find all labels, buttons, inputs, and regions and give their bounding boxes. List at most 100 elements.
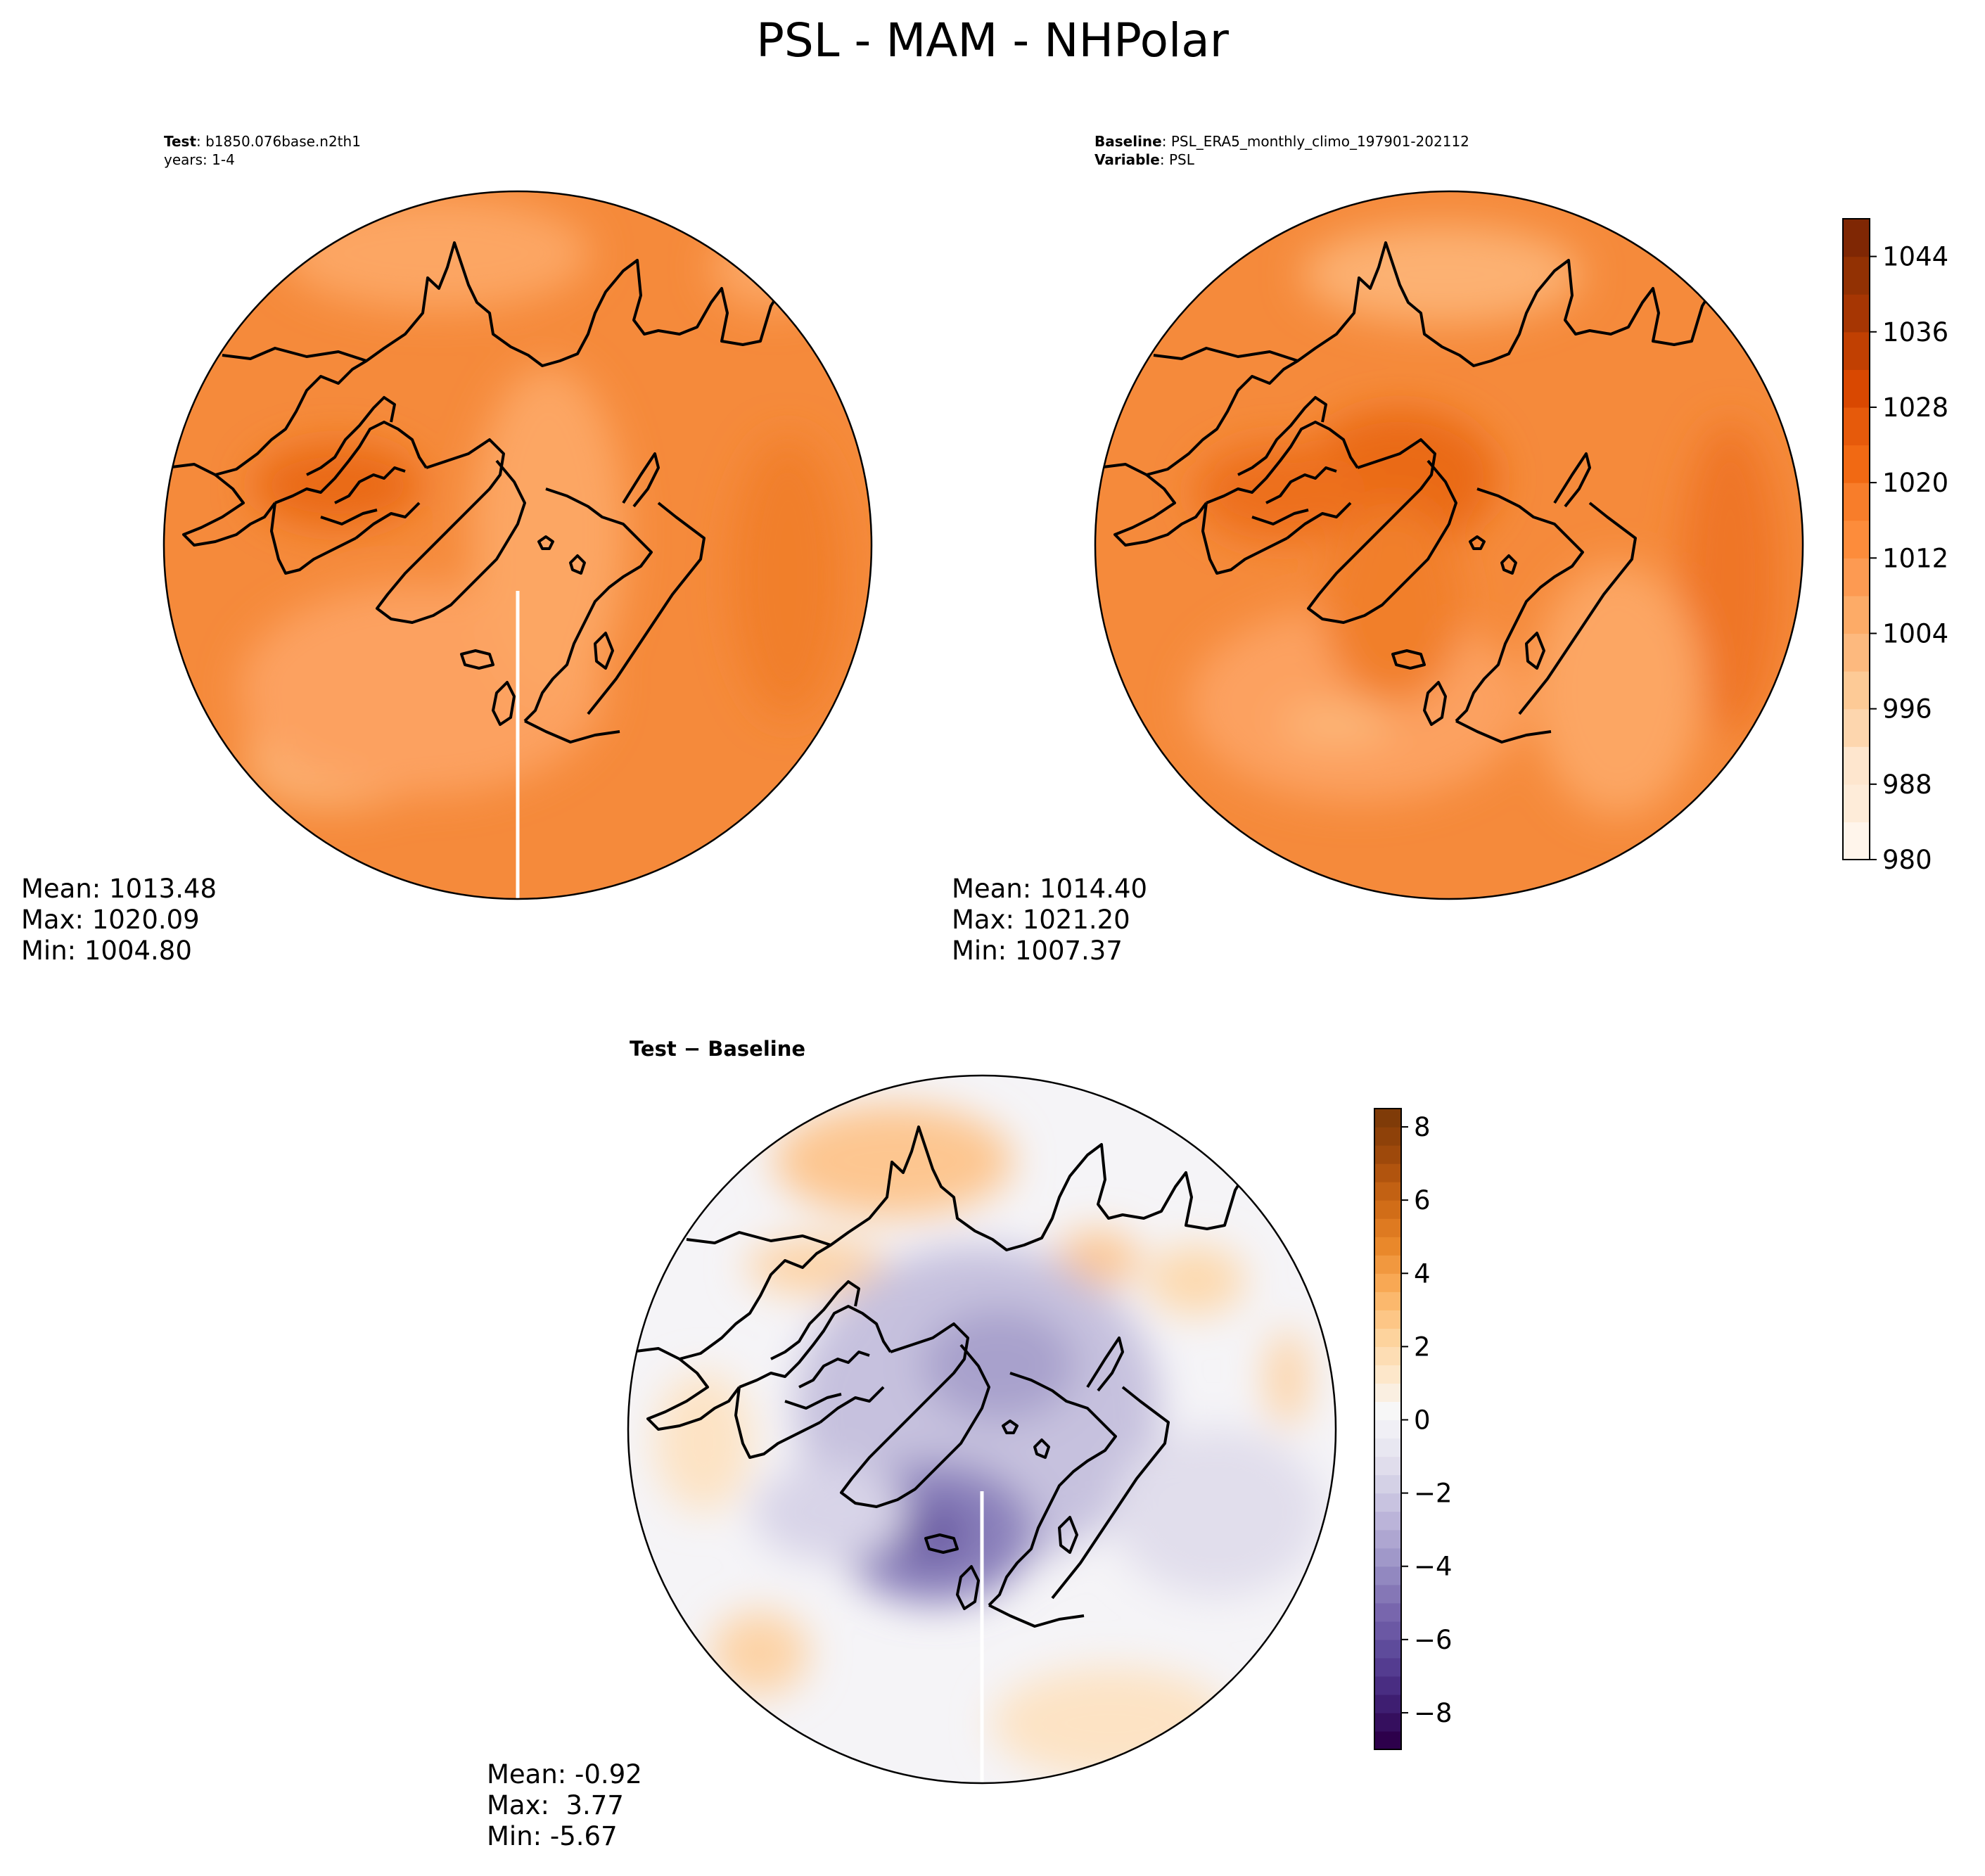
diff-colorbar-swatch [1374, 1127, 1401, 1146]
figure-title: PSL - MAM - NHPolar [756, 13, 1229, 68]
baseline-min: Min: 1007.37 [952, 936, 1123, 966]
baseline-colorbar-swatch [1843, 369, 1870, 408]
baseline-colorbar-swatch [1843, 483, 1870, 521]
baseline-panel-header: Baseline: PSL_ERA5_monthly_climo_197901-… [1094, 132, 1469, 169]
variable-name: : PSL [1159, 151, 1194, 168]
baseline-colorbar-swatch [1843, 671, 1870, 710]
baseline-colorbar-tick-label: 1044 [1882, 242, 1948, 272]
diff-colorbar-swatch [1374, 1566, 1401, 1585]
baseline-colorbar-tick-label: 1020 [1882, 468, 1948, 498]
diff-mean: Mean: -0.92 [487, 1759, 642, 1789]
baseline-case-name: : PSL_ERA5_monthly_climo_197901-202112 [1161, 133, 1469, 150]
diff-colorbar-swatch [1374, 1365, 1401, 1384]
diff-colorbar-swatch [1374, 1493, 1401, 1512]
test-mean: Mean: 1013.48 [21, 874, 217, 904]
diff-colorbar-swatch [1374, 1109, 1401, 1128]
baseline-map [1094, 190, 1804, 900]
baseline-colorbar-swatch [1843, 520, 1870, 559]
diff-colorbar-swatch [1374, 1145, 1401, 1164]
baseline-colorbar-tick-label: 996 [1882, 694, 1932, 725]
baseline-colorbar-swatch [1843, 746, 1870, 785]
diff-colorbar-swatch [1374, 1730, 1401, 1750]
baseline-colorbar-tick-label: 988 [1882, 770, 1932, 800]
diff-colorbar-swatch [1374, 1200, 1401, 1219]
baseline-colorbar-tick-label: 1036 [1882, 317, 1948, 347]
diff-colorbar-tick-label: 8 [1414, 1112, 1431, 1142]
baseline-colorbar-tick-label: 980 [1882, 845, 1932, 875]
diff-colorbar-swatch [1374, 1218, 1401, 1237]
baseline-colorbar-swatch [1843, 558, 1870, 596]
diff-min: Min: -5.67 [487, 1821, 618, 1851]
diff-map [627, 1074, 1337, 1785]
diff-colorbar-swatch [1374, 1657, 1401, 1677]
baseline-colorbar-swatch [1843, 256, 1870, 295]
diff-max: Max: 3.77 [487, 1790, 624, 1820]
diff-colorbar-swatch [1374, 1712, 1401, 1732]
diff-colorbar-tick-label: 2 [1414, 1332, 1431, 1362]
baseline-label: Baseline [1094, 133, 1162, 150]
baseline-colorbar-swatch [1843, 708, 1870, 747]
diff-colorbar-swatch [1374, 1548, 1401, 1567]
baseline-colorbar-swatch [1843, 595, 1870, 634]
diff-colorbar-swatch [1374, 1401, 1401, 1421]
baseline-colorbar-tick-label: 1028 [1882, 393, 1948, 423]
diff-colorbar-tick-label: −8 [1414, 1698, 1453, 1728]
baseline-colorbar-tick-label: 1012 [1882, 543, 1948, 573]
diff-colorbar-swatch [1374, 1419, 1401, 1439]
diff-colorbar-swatch [1374, 1474, 1401, 1494]
diff-colorbar-tick-label: −6 [1414, 1625, 1453, 1655]
diff-colorbar-swatch [1374, 1639, 1401, 1659]
diff-colorbar-swatch [1374, 1273, 1401, 1292]
diff-colorbar-swatch [1374, 1255, 1401, 1274]
baseline-colorbar-swatch [1843, 407, 1870, 446]
test-stats: Mean: 1013.48 Max: 1020.09 Min: 1004.80 [21, 874, 217, 966]
diff-colorbar-swatch [1374, 1694, 1401, 1714]
diff-colorbar-tick-label: 0 [1414, 1405, 1431, 1435]
diff-colorbar: 8 6 4 2 0 −2 −4 −6 −8 [1374, 1108, 1453, 1750]
diff-stats: Mean: -0.92 Max: 3.77 Min: -5.67 [487, 1759, 642, 1852]
diff-colorbar-swatch [1374, 1383, 1401, 1403]
diff-colorbar-swatch [1374, 1602, 1401, 1622]
baseline-colorbar-tick-label: 1004 [1882, 618, 1948, 649]
test-max: Max: 1020.09 [21, 905, 200, 935]
diff-colorbar-swatch [1374, 1182, 1401, 1201]
baseline-max: Max: 1021.20 [952, 905, 1130, 935]
baseline-colorbar-swatch [1843, 445, 1870, 483]
test-panel-header: Test: b1850.076base.n2th1 years: 1-4 [164, 132, 361, 169]
diff-colorbar-swatch [1374, 1676, 1401, 1695]
diff-colorbar-tick-label: 4 [1414, 1258, 1431, 1289]
diff-colorbar-swatch [1374, 1310, 1401, 1329]
baseline-colorbar-swatch [1843, 633, 1870, 672]
diff-colorbar-swatch [1374, 1328, 1401, 1347]
baseline-colorbar-swatch [1843, 219, 1870, 257]
diff-colorbar-tick-label: −4 [1414, 1552, 1453, 1582]
diff-colorbar-tick-label: 6 [1414, 1185, 1431, 1215]
baseline-mean: Mean: 1014.40 [952, 874, 1148, 904]
diff-colorbar-swatch [1374, 1456, 1401, 1476]
baseline-colorbar-frame [1842, 218, 1870, 860]
test-case-name: : b1850.076base.n2th1 [196, 133, 361, 150]
baseline-stats: Mean: 1014.40 Max: 1021.20 Min: 1007.37 [952, 874, 1147, 966]
diff-panel-title: Test − Baseline [630, 1037, 806, 1061]
test-label: Test [164, 133, 197, 150]
diff-colorbar-swatch [1374, 1621, 1401, 1640]
test-map [162, 190, 873, 900]
diff-colorbar-swatch [1374, 1511, 1401, 1531]
diff-colorbar-frame [1374, 1108, 1402, 1750]
diff-colorbar-swatch [1374, 1237, 1401, 1256]
baseline-colorbar: 1044 1036 1028 1020 1012 1004 996 988 980 [1842, 218, 1948, 875]
baseline-colorbar-swatch [1843, 331, 1870, 370]
baseline-colorbar-swatch [1843, 294, 1870, 333]
diff-colorbar-swatch [1374, 1529, 1401, 1549]
diff-colorbar-swatch [1374, 1346, 1401, 1365]
diff-colorbar-swatch [1374, 1163, 1401, 1182]
test-min: Min: 1004.80 [21, 936, 192, 966]
diff-colorbar-tick-label: −2 [1414, 1479, 1453, 1509]
variable-label: Variable [1094, 151, 1160, 168]
baseline-colorbar-swatch [1843, 822, 1870, 860]
diff-colorbar-swatch [1374, 1291, 1401, 1310]
baseline-colorbar-swatch [1843, 784, 1870, 823]
diff-colorbar-swatch [1374, 1584, 1401, 1604]
diff-colorbar-swatch [1374, 1438, 1401, 1457]
